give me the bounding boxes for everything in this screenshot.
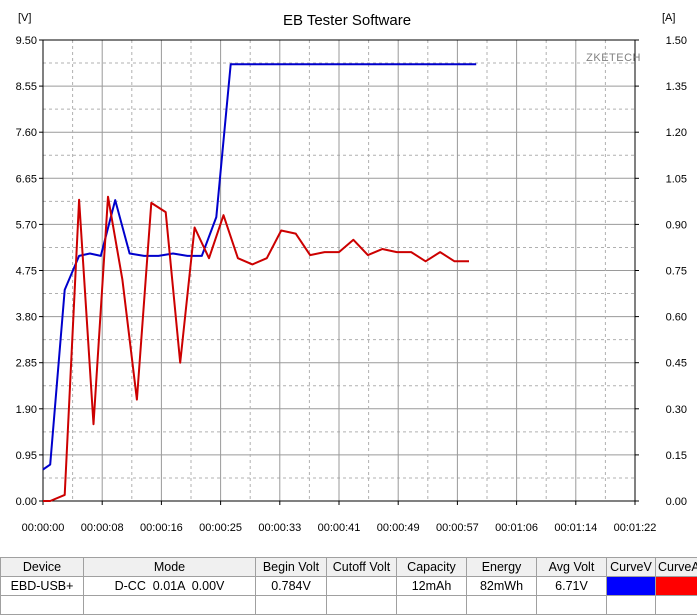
header-curve-v[interactable]: CurveV [607,558,656,577]
header-avg-volt[interactable]: Avg Volt [537,558,607,577]
empty-cell [397,596,467,615]
right-axis-ticks: 0.00 0.15 0.30 0.45 0.60 0.75 0.90 1.05 1.20 1.35… [635,35,687,508]
left-tick-label: 3.80 [16,312,37,324]
cell-capacity: 12mAh [397,577,467,596]
table-row[interactable]: EBD-USB+ D-CC 0.01A 0.00V 0.784V 12mAh 8… [1,577,697,596]
brand-watermark: ZKETECH [586,52,641,64]
table-header-row: Device Mode Begin Volt Cutoff Volt Capac… [1,558,697,577]
x-tick-label: 00:01:14 [554,522,597,534]
empty-cell [607,596,656,615]
chart-title: EB Tester Software [283,12,411,29]
x-tick-label: 00:00:57 [436,522,479,534]
cell-energy: 82mWh [467,577,537,596]
empty-cell [467,596,537,615]
chart-svg: EB Tester Software [V] [A] ZKETECH 0.000… [0,0,697,556]
left-tick-label: 1.90 [16,404,37,416]
x-tick-label: 00:01:06 [495,522,538,534]
x-tick-label: 00:00:49 [377,522,420,534]
right-tick-label: 0.00 [666,496,687,508]
right-axis-unit: [A] [662,12,675,24]
x-tick-label: 00:01:22 [614,522,657,534]
right-tick-label: 0.75 [666,266,687,278]
cell-cutoff-volt [327,577,397,596]
x-axis-ticks: 00:00:00 00:00:08 00:00:16 00:00:25 00:00:33… [22,501,657,534]
empty-cell [537,596,607,615]
left-tick-label: 6.65 [16,173,37,185]
left-tick-label: 4.75 [16,266,37,278]
left-tick-label: 0.95 [16,450,37,462]
right-tick-label: 0.45 [666,358,687,370]
right-tick-label: 1.35 [666,81,687,93]
grid [43,40,635,501]
left-axis-unit: [V] [18,12,31,24]
empty-cell [84,596,256,615]
cell-device: EBD-USB+ [1,577,84,596]
right-tick-label: 1.20 [666,127,687,139]
left-tick-label: 8.55 [16,81,37,93]
right-tick-label: 0.15 [666,450,687,462]
header-mode[interactable]: Mode [84,558,256,577]
empty-cell [327,596,397,615]
cell-avg-volt: 6.71V [537,577,607,596]
header-begin-volt[interactable]: Begin Volt [256,558,327,577]
left-tick-label: 2.85 [16,358,37,370]
x-tick-label: 00:00:00 [22,522,65,534]
right-tick-label: 1.05 [666,173,687,185]
left-tick-label: 0.00 [16,496,37,508]
left-axis-ticks: 0.00 0.95 1.90 2.85 3.80 4.75 5.70 6.65 7.60 8.55… [16,35,43,508]
x-tick-label: 00:00:25 [199,522,242,534]
cell-begin-volt: 0.784V [256,577,327,596]
empty-cell [656,596,697,615]
header-capacity[interactable]: Capacity [397,558,467,577]
header-curve-a[interactable]: CurveA [656,558,697,577]
curve-v-color-swatch[interactable] [607,577,656,596]
right-tick-label: 0.60 [666,312,687,324]
header-cutoff-volt[interactable]: Cutoff Volt [327,558,397,577]
empty-cell [1,596,84,615]
x-tick-label: 00:00:41 [318,522,361,534]
cell-mode: D-CC 0.01A 0.00V [84,577,256,596]
left-tick-label: 7.60 [16,127,37,139]
curve-a-color-swatch[interactable] [656,577,697,596]
header-device[interactable]: Device [1,558,84,577]
x-tick-label: 00:00:08 [81,522,124,534]
empty-cell [256,596,327,615]
x-tick-label: 00:00:16 [140,522,183,534]
table-row-empty [1,596,697,615]
header-energy[interactable]: Energy [467,558,537,577]
left-tick-label: 5.70 [16,219,37,231]
x-tick-label: 00:00:33 [258,522,301,534]
series-layer [43,64,476,501]
right-tick-label: 0.90 [666,219,687,231]
right-tick-label: 1.50 [666,35,687,47]
results-table: Device Mode Begin Volt Cutoff Volt Capac… [0,557,697,615]
right-tick-label: 0.30 [666,404,687,416]
left-tick-label: 9.50 [16,35,37,47]
